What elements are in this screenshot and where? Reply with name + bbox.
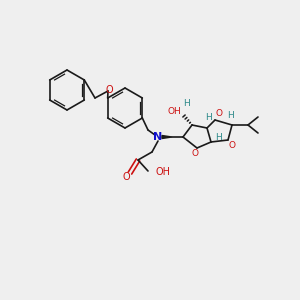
Text: H: H [205,113,212,122]
Text: N: N [153,132,163,142]
Text: H: H [226,110,233,119]
Text: OH: OH [167,106,181,116]
Text: O: O [215,109,223,118]
Text: H: H [183,100,189,109]
Text: O: O [191,148,199,158]
Text: O: O [105,85,113,95]
Text: O: O [229,142,236,151]
Text: H: H [216,133,222,142]
Text: OH: OH [156,167,171,177]
Polygon shape [162,136,172,139]
Text: O: O [122,172,130,182]
